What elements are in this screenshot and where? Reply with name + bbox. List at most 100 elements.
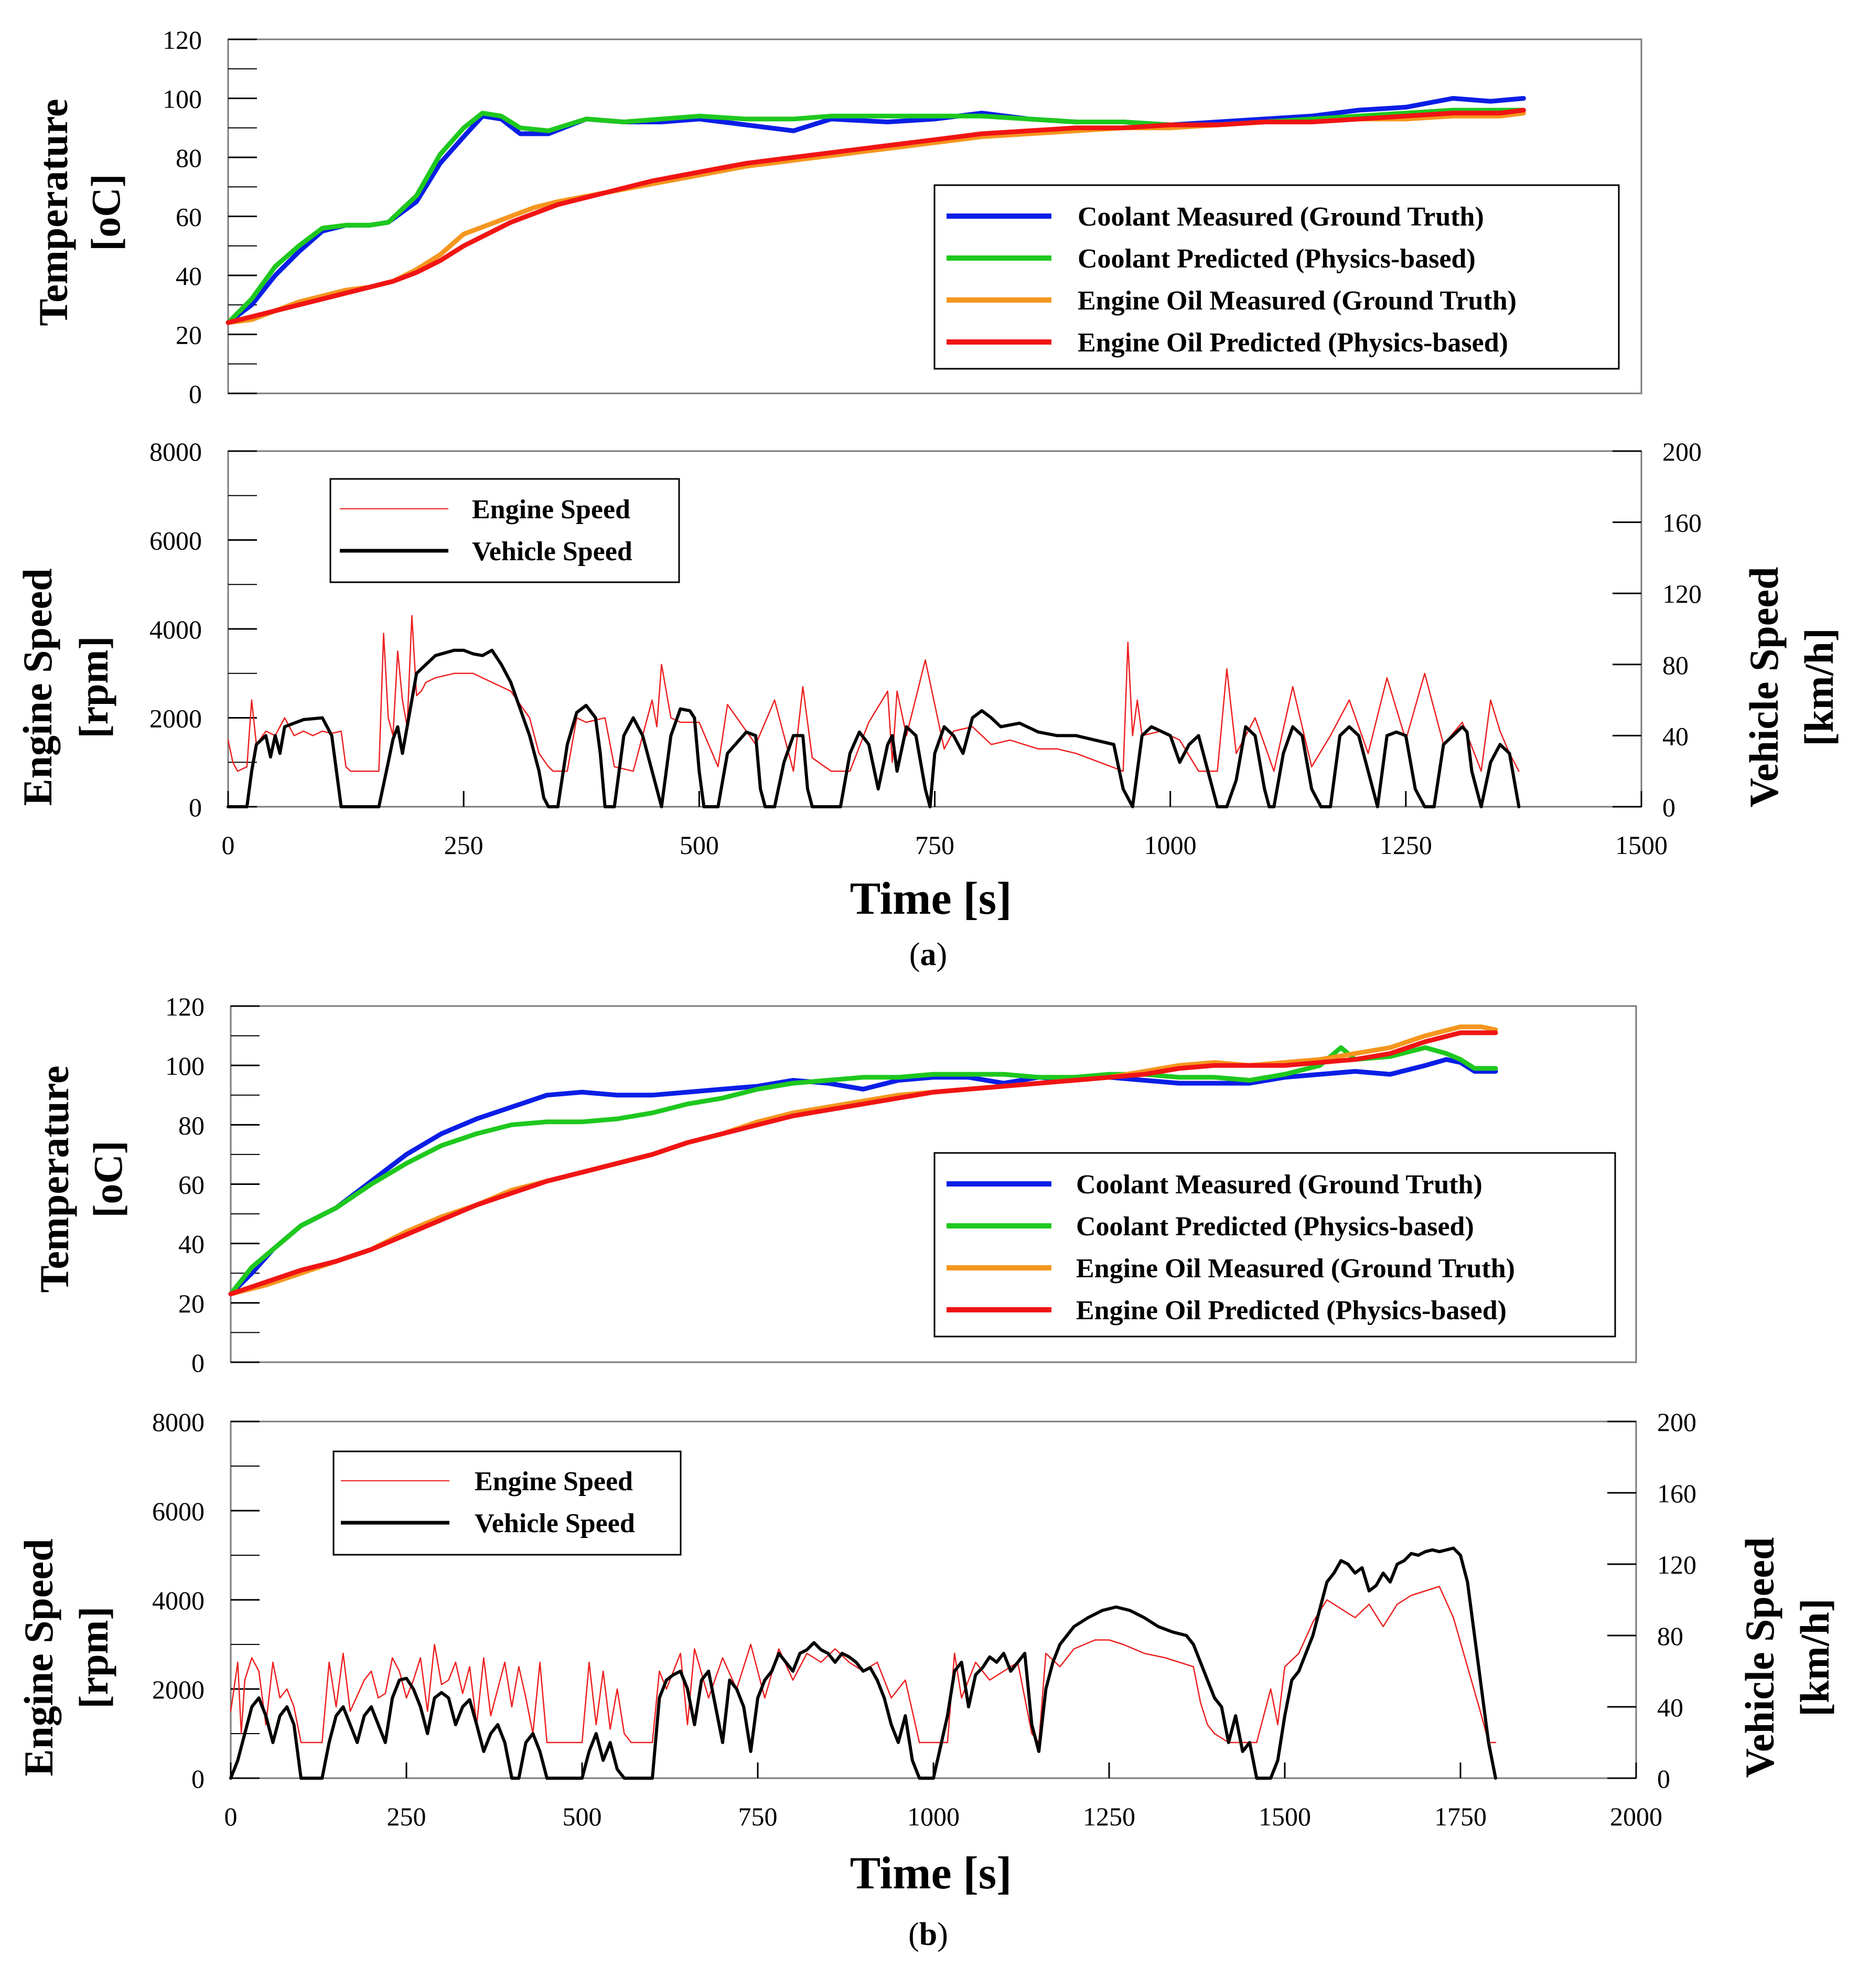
temperature-chart-a: Temperature [oC] 0 20 40 60 80 100 120 Coolant… (30, 25, 1642, 409)
y2-tick-label: 0 (1662, 793, 1675, 822)
legend-label-oil-measured: Engine Oil Measured (Ground Truth) (1076, 1254, 1515, 1284)
y2-tick-label: 80 (1657, 1621, 1683, 1651)
x-tick-label: 250 (387, 1802, 426, 1831)
speed-legend-a: Engine Speed Vehicle Speed (329, 478, 680, 583)
series-engine-speed-a-1 (227, 615, 1520, 772)
x-tick-label: 1500 (1259, 1802, 1311, 1831)
temperature-ylabel-unit-b: [oC] (85, 1140, 131, 1217)
y-tick-label: 0 (189, 793, 202, 822)
panel-b: Temperature [oC] 0 20 40 60 80 100 120 Coolant… (16, 992, 1837, 1952)
y2-tick-label: 120 (1657, 1550, 1696, 1579)
legend-label-coolant-measured: Coolant Measured (Ground Truth) (1078, 202, 1484, 232)
x-tick-label: 2000 (1610, 1802, 1662, 1831)
engine-speed-ylabel-a: Engine Speed (15, 569, 60, 806)
y-tick-label: 2000 (149, 704, 202, 733)
legend-label-engine-speed: Engine Speed (472, 495, 630, 525)
x-tick-label: 0 (224, 1802, 238, 1831)
y-tick-label: 20 (178, 1289, 205, 1318)
y2-tick-label: 0 (1657, 1764, 1670, 1793)
legend-label-coolant-measured: Coolant Measured (Ground Truth) (1076, 1170, 1482, 1200)
y-tick-label: 8000 (152, 1407, 205, 1437)
y-tick-label: 80 (176, 143, 202, 173)
x-tick-label: 250 (444, 830, 483, 860)
x-tick-label: 750 (738, 1802, 778, 1831)
legend-label-oil-predicted: Engine Oil Predicted (Physics-based) (1078, 328, 1508, 358)
series-coolant-measured-ground-truth-b-2 (228, 1057, 1498, 1297)
speed-legend-b: Engine Speed Vehicle Speed (332, 1450, 682, 1556)
vehicle-speed-ylabel-a: Vehicle Speed (1741, 567, 1787, 808)
temperature-plot-b: 0 20 40 60 80 100 120 (165, 992, 1637, 1377)
series-engine-oil-predicted-physics-based-b-2 (228, 1030, 1498, 1297)
vehicle-speed-ylabel-unit-a: [km/h] (1796, 628, 1842, 746)
legend-label-oil-measured: Engine Oil Measured (Ground Truth) (1078, 286, 1517, 316)
x-tick-label: 500 (563, 1802, 602, 1831)
series-vehicle-speed-b-3 (229, 1546, 1497, 1780)
legend-box (329, 478, 680, 583)
panel-caption-b: (b) (908, 1917, 948, 1952)
temperature-chart-b: Temperature [oC] 0 20 40 60 80 100 120 Coolant… (31, 992, 1637, 1377)
y-tick-label: 60 (178, 1170, 205, 1200)
temperature-ylabel-a: Temperature (30, 99, 76, 326)
y-tick-label: 40 (178, 1230, 205, 1259)
series-engine-speed-b-3 (230, 1586, 1497, 1744)
y-tick-label: 80 (178, 1110, 205, 1140)
y-tick-label: 8000 (149, 437, 202, 466)
x-tick-label: 1250 (1380, 830, 1432, 860)
y-tick-label: 100 (165, 1051, 205, 1081)
y-tick-label: 20 (176, 320, 202, 350)
y2-tick-label: 120 (1662, 579, 1702, 608)
y-tick-label: 120 (165, 992, 205, 1021)
series-engine-oil-predicted-physics-based-a-0 (225, 108, 1526, 325)
legend-label-coolant-predicted: Coolant Predicted (Physics-based) (1076, 1212, 1474, 1242)
temperature-ylabel-b: Temperature (31, 1065, 77, 1292)
legend-label-coolant-predicted: Coolant Predicted (Physics-based) (1078, 244, 1476, 274)
x-tick-label: 1250 (1083, 1802, 1135, 1831)
series-vehicle-speed-a-1 (227, 648, 1521, 808)
y-tick-label: 120 (163, 25, 202, 55)
temperature-legend-b: Coolant Measured (Ground Truth) Coolant … (933, 1152, 1616, 1338)
y2-tick-label: 40 (1657, 1693, 1683, 1722)
legend-label-vehicle-speed: Vehicle Speed (475, 1509, 635, 1538)
x-tick-label: 500 (680, 830, 719, 860)
x-tick-label: 0 (222, 830, 235, 860)
x-tick-label: 1000 (907, 1802, 960, 1831)
y-tick-label: 6000 (149, 526, 202, 555)
legend-box (332, 1450, 682, 1556)
y2-tick-label: 80 (1662, 650, 1689, 680)
y-tick-label: 0 (189, 379, 202, 409)
x-tick-label: 1000 (1144, 830, 1197, 860)
legend-label-vehicle-speed: Vehicle Speed (472, 537, 632, 567)
speed-chart-a: Engine Speed [rpm] Vehicle Speed [km/h] … (15, 437, 1842, 860)
temperature-legend-a: Coolant Measured (Ground Truth) Coolant … (933, 184, 1620, 370)
y-tick-label: 60 (176, 202, 202, 232)
y-tick-label: 4000 (149, 615, 202, 644)
temperature-plot-a: 0 20 40 60 80 100 120 (163, 25, 1642, 409)
panel-a: Temperature [oC] 0 20 40 60 80 100 120 Coolant… (15, 25, 1842, 972)
y2-tick-label: 200 (1657, 1407, 1696, 1437)
y2-tick-label: 40 (1662, 721, 1689, 751)
y-tick-label: 100 (163, 84, 202, 114)
x-axis-label-a: Time [s] (850, 873, 1012, 924)
panel-caption-a: (a) (909, 937, 947, 972)
temperature-ylabel-unit-a: [oC] (83, 174, 128, 251)
x-tick-label: 1500 (1615, 830, 1668, 860)
engine-speed-ylabel-unit-b: [rpm] (71, 1607, 116, 1709)
legend-label-oil-predicted: Engine Oil Predicted (Physics-based) (1076, 1296, 1507, 1326)
y-tick-label: 0 (191, 1764, 205, 1793)
vehicle-speed-ylabel-unit-b: [km/h] (1792, 1598, 1837, 1716)
engine-speed-ylabel-unit-a: [rpm] (71, 636, 116, 739)
x-axis-label-b: Time [s] (850, 1848, 1012, 1899)
y2-tick-label: 200 (1662, 437, 1702, 466)
series-coolant-predicted-physics-based-b-2 (228, 1045, 1498, 1297)
y-tick-label: 6000 (152, 1497, 205, 1526)
y-tick-label: 40 (176, 261, 202, 291)
x-tick-label: 1750 (1434, 1802, 1487, 1831)
y-tick-label: 0 (191, 1348, 205, 1377)
vehicle-speed-ylabel-b: Vehicle Speed (1737, 1537, 1782, 1778)
legend-label-engine-speed: Engine Speed (475, 1467, 633, 1497)
x-tick-label: 750 (915, 830, 954, 860)
y2-tick-label: 160 (1662, 508, 1702, 538)
